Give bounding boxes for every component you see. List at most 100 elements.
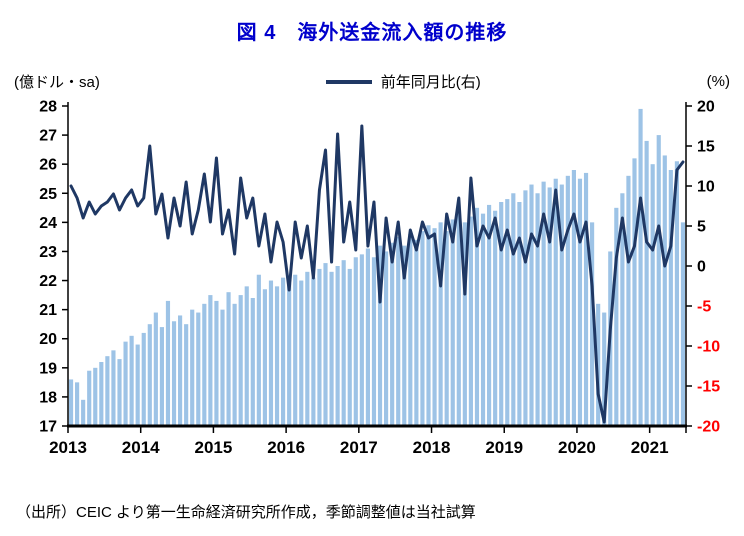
remittance-bar	[583, 172, 589, 426]
remittance-bar	[571, 170, 576, 426]
right-tick-label: 15	[697, 139, 715, 156]
remittance-bar	[274, 286, 280, 426]
remittance-bar	[359, 254, 364, 426]
remittance-bar	[81, 399, 86, 426]
remittance-bar	[220, 309, 225, 426]
right-tick-label: 20	[697, 99, 715, 116]
remittance-bar	[480, 213, 486, 426]
remittance-bar	[456, 213, 461, 426]
right-tick-label: 5	[697, 219, 706, 236]
remittance-bar	[335, 266, 340, 426]
remittance-bar	[93, 367, 98, 426]
legend-line-swatch-icon	[325, 79, 372, 84]
year-tick-label: 2020	[558, 438, 596, 457]
remittance-bar	[111, 350, 116, 426]
remittance-bar	[505, 199, 510, 426]
left-tick-label: 25	[39, 186, 57, 203]
remittance-bar	[244, 286, 249, 426]
remittance-bar	[590, 222, 595, 426]
remittance-bar	[656, 135, 661, 426]
remittance-bar	[171, 321, 177, 426]
remittance-bar	[614, 207, 619, 426]
left-tick-label: 20	[39, 331, 57, 348]
remittance-bar	[632, 158, 637, 427]
right-tick-label: -15	[697, 379, 720, 396]
remittance-bar	[105, 356, 110, 426]
remittance-bar	[444, 231, 449, 426]
remittance-bar	[371, 257, 377, 426]
remittance-bar	[178, 315, 183, 426]
remittance-bar	[565, 175, 570, 426]
remittance-bar	[365, 248, 370, 426]
right-axis-unit-label: (%)	[706, 73, 730, 90]
remittance-bar	[662, 155, 667, 426]
remittance-bar	[281, 277, 286, 426]
remittance-bar	[256, 274, 261, 426]
left-tick-label: 27	[39, 128, 57, 145]
remittance-bar	[135, 344, 140, 426]
remittance-bar	[493, 210, 498, 426]
remittance-bar	[329, 271, 334, 426]
remittance-bar	[208, 295, 213, 426]
year-tick-label: 2015	[194, 438, 232, 457]
remittance-bar	[535, 193, 540, 426]
left-tick-label: 23	[39, 244, 57, 261]
remittance-bar	[305, 271, 310, 426]
remittance-bar	[541, 181, 546, 426]
right-tick-label: -20	[697, 419, 720, 436]
right-tick-label: -10	[697, 339, 720, 356]
remittance-bar	[87, 370, 92, 426]
remittance-bar	[390, 242, 395, 426]
remittance-bar	[438, 222, 443, 426]
yoy-line	[69, 124, 685, 424]
remittance-bar	[68, 379, 74, 426]
remittance-bar	[99, 362, 104, 426]
year-tick-label: 2018	[413, 438, 451, 457]
remittance-bar	[323, 263, 328, 426]
remittance-bar	[668, 170, 673, 426]
year-tick-label: 2014	[122, 438, 160, 457]
remittance-bar	[674, 161, 679, 426]
remittance-bar	[384, 251, 389, 426]
remittance-bar	[268, 280, 274, 426]
left-tick-label: 21	[39, 302, 57, 319]
remittance-bar	[347, 268, 352, 426]
remittance-bar	[165, 300, 171, 426]
remittance-bar	[129, 335, 134, 426]
remittance-bar	[474, 207, 480, 426]
remittance-bar	[499, 202, 504, 426]
remittance-bar	[650, 164, 655, 426]
remittance-bar	[238, 295, 243, 426]
legend-line-label: 前年同月比(右)	[380, 74, 481, 91]
axis-header: (億ドル・sa) 前年同月比(右) (%)	[0, 71, 744, 92]
remittance-bar	[202, 303, 207, 426]
combo-chart-svg: 28272625242322212019181720151050-5-10-15…	[39, 99, 720, 458]
remittance-bar	[553, 178, 558, 426]
remittance-bar	[159, 327, 164, 426]
right-tick-label: 10	[697, 179, 715, 196]
remittance-bar	[232, 303, 237, 426]
remittance-bar	[153, 312, 158, 426]
left-tick-label: 26	[39, 157, 57, 174]
remittance-bar	[468, 216, 473, 426]
remittance-bar	[511, 193, 516, 426]
year-tick-label: 2013	[49, 438, 87, 457]
left-axis-unit-label: (億ドル・sa)	[14, 74, 100, 91]
remittance-bar	[517, 202, 522, 426]
remittance-bar	[262, 289, 267, 426]
remittance-bar	[523, 190, 528, 426]
left-tick-label: 22	[39, 273, 57, 290]
left-tick-label: 24	[39, 215, 57, 232]
remittance-bar	[680, 222, 686, 426]
remittance-bar	[190, 309, 195, 426]
remittance-bar	[644, 140, 649, 426]
right-tick-label: -5	[697, 299, 711, 316]
remittance-bar	[396, 236, 401, 426]
year-tick-label: 2021	[631, 438, 669, 457]
remittance-bar	[141, 332, 146, 426]
remittance-bar	[559, 184, 564, 426]
left-tick-label: 18	[39, 389, 57, 406]
left-tick-label: 17	[39, 419, 57, 436]
remittance-bar	[529, 184, 534, 426]
